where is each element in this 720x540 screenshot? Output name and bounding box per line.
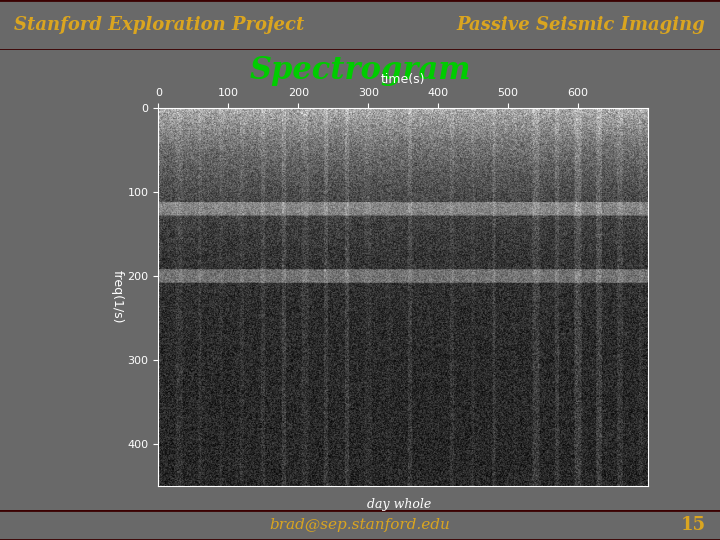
Text: 15: 15 bbox=[680, 516, 706, 534]
Text: Spectrogram: Spectrogram bbox=[249, 55, 471, 86]
Text: day whole: day whole bbox=[367, 498, 432, 511]
Text: brad@sep.stanford.edu: brad@sep.stanford.edu bbox=[269, 518, 451, 532]
Y-axis label: freq(1/s): freq(1/s) bbox=[111, 270, 124, 324]
Text: Stanford Exploration Project: Stanford Exploration Project bbox=[14, 16, 305, 34]
X-axis label: time(s): time(s) bbox=[381, 73, 426, 86]
Text: Passive Seismic Imaging: Passive Seismic Imaging bbox=[456, 16, 706, 34]
